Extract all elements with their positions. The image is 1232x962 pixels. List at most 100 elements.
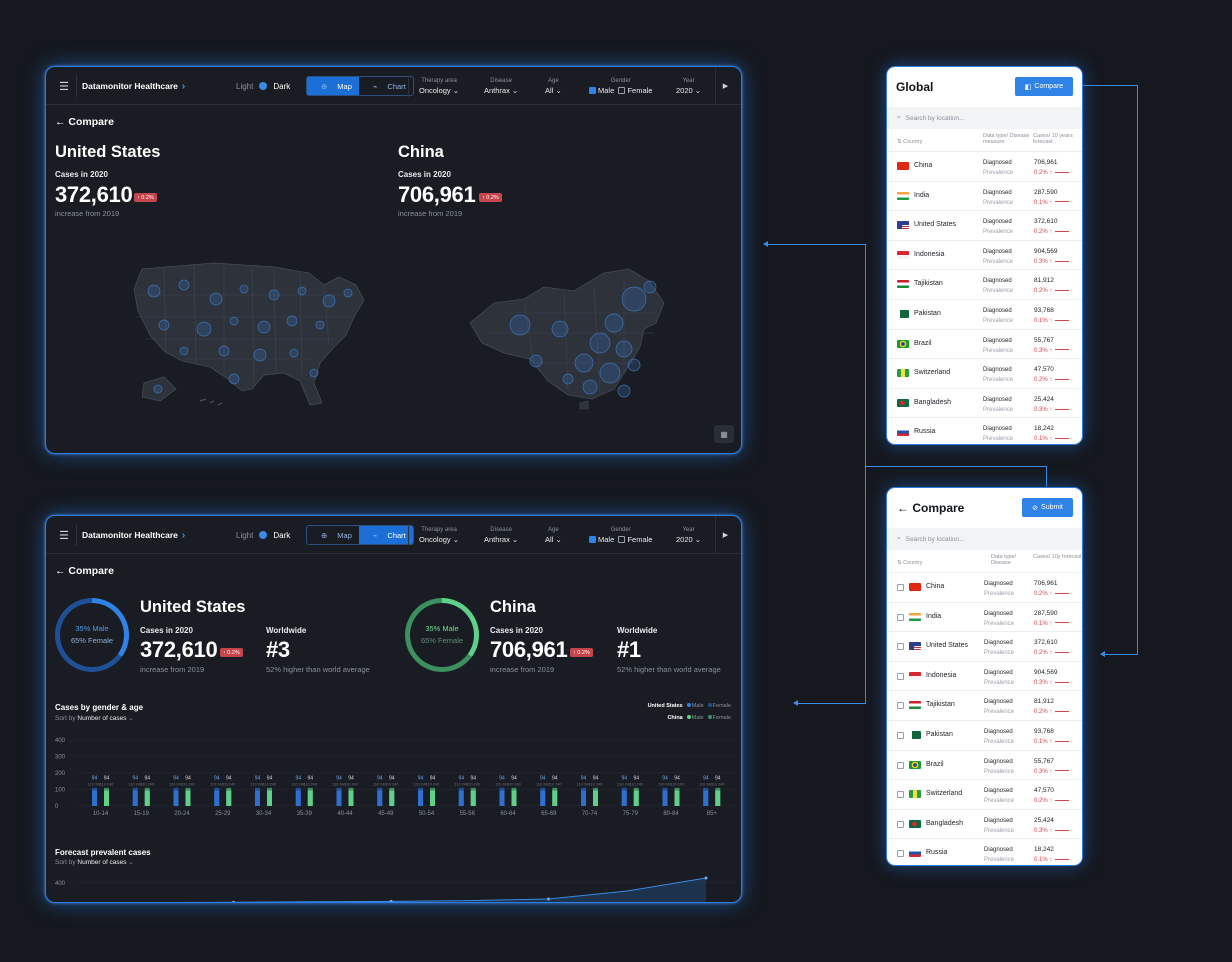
table-view-icon[interactable]: ▦ [714,425,734,443]
us-male-bar [581,790,586,806]
country-row[interactable]: India Diagnosed Prevalence 287,590 0.1% ↑ [887,601,1082,632]
country-row[interactable]: China Diagnosed Prevalence 706,961 0.2% ↑ [887,572,1082,602]
col-cases[interactable]: Cases/ 10 years forecast [1033,133,1082,145]
legend-male: Male [691,703,704,709]
row-checkbox[interactable] [897,791,904,799]
row-checkbox[interactable] [897,643,904,651]
play-icon[interactable]: ▶ [715,67,735,105]
male-checkbox[interactable]: Male [589,535,614,544]
view-map-button[interactable]: ⊕ Map [307,526,359,544]
view-map-button[interactable]: ⊕ Map [307,77,359,95]
forecast-sort-dropdown[interactable]: Sort by Number of cases ⌄ [55,858,134,866]
forecast-pct: 0.2% ↑ [1034,709,1053,716]
year-filter[interactable]: Year 2020 ⌄ [676,522,701,548]
country-row[interactable]: China Diagnosed Prevalence 706,961 0.2% ↑ [887,151,1082,181]
row-checkbox[interactable] [897,584,904,591]
menu-icon[interactable]: ☰ [59,529,69,542]
forecast-point[interactable] [232,900,235,903]
globe-icon: ⊕ [321,81,328,91]
row-checkbox[interactable] [897,850,904,858]
therapy-filter[interactable]: Therapy area Oncology ⌄ [419,73,459,99]
sort-dropdown[interactable]: Sort by Number of cases ⌄ [55,714,134,722]
country-row[interactable]: Switzerland Diagnosed Prevalence 47,570 0.2%… [887,779,1082,809]
therapy-value: Oncology [419,534,451,544]
country-row[interactable]: Indonesia Diagnosed Prevalence 904,569 0.3% … [887,239,1082,270]
back-arrow-icon: ← [897,501,909,515]
row-checkbox[interactable] [897,613,904,621]
view-chart-button[interactable]: ⌁ Chart [359,77,413,95]
col-country[interactable]: ⇅ Country [897,560,923,566]
cases-value: 18,242 [1034,846,1054,854]
country-row[interactable]: Brazil Diagnosed Prevalence 55,767 0.3% ↑ [887,749,1082,780]
menu-icon[interactable]: ☰ [59,80,69,93]
x-tick-label: 80-84 [663,811,679,817]
submit-button[interactable]: ⊘ Submit [1022,498,1073,517]
country-row[interactable]: Tajikistan Diagnosed Prevalence 81,912 0.2% … [887,690,1082,720]
country-name: Switzerland [926,790,963,798]
country-name: India [926,612,942,620]
flag-icon [909,583,921,591]
map-label: Map [337,530,352,540]
country-row[interactable]: Pakistan Diagnosed Prevalence 93,768 0.1% ↑ [887,720,1082,750]
country-row[interactable]: Pakistan Diagnosed Prevalence 93,768 0.1% ↑ [887,299,1082,329]
forecast-pct: 0.2% ↑ [1034,798,1053,805]
country-row[interactable]: India Diagnosed Prevalence 287,590 0.1% ↑ [887,180,1082,211]
row-checkbox[interactable] [897,732,904,739]
data-sublabel: 110 240 [455,782,468,786]
breadcrumb[interactable]: ← Compare [55,565,114,577]
disease-filter[interactable]: Disease Anthrax ⌄ [484,522,518,548]
chevron-down-icon: ⌄ [452,534,460,544]
female-checkbox[interactable]: Female [618,86,652,95]
country-row[interactable]: Brazil Diagnosed Prevalence 55,767 0.3% ↑ [887,328,1082,359]
country-row[interactable]: United States Diagnosed Prevalence 372,610 0… [887,631,1082,661]
row-checkbox[interactable] [897,761,904,769]
forecast-pct: 0.1% ↑ [1034,857,1053,864]
col-country[interactable]: ⇅ Country [897,139,923,145]
col-type[interactable]: Data type/ Disease measure [983,133,1037,145]
cn-male-pct: 35% Male [425,624,459,633]
forecast-point[interactable] [389,899,393,903]
country-row[interactable]: Russia Diagnosed Prevalence 18,242 0.1% ↑ [887,838,1082,865]
view-chart-button[interactable]: ⌁ Chart [358,526,413,544]
breadcrumb[interactable]: ← Compare [55,116,114,128]
forecast-point[interactable] [547,897,550,901]
cases-value: 706,961 [1034,580,1058,587]
country-name: Pakistan [926,731,953,738]
female-checkbox[interactable]: Female [618,535,652,544]
age-filter[interactable]: Age All ⌄ [545,73,562,99]
row-checkbox[interactable] [897,672,904,680]
col-type[interactable]: Data type/ Disease [991,554,1035,566]
x-tick-label: 50-54 [419,811,435,817]
compare-button[interactable]: ◧ Compare [1015,77,1073,96]
sort-prefix: Sort by [55,715,76,722]
cn-male-bar [389,790,395,806]
theme-toggle[interactable]: Light Dark [236,516,290,554]
country-row[interactable]: Bangladesh Diagnosed Prevalence 25,424 0.3% … [887,387,1082,418]
brand-logo[interactable]: Datamonitor Healthcare › [82,516,185,554]
search-input[interactable]: ⌕ Search by location... [887,107,1082,129]
country-row[interactable]: United States Diagnosed Prevalence 372,610 0… [887,210,1082,240]
row-checkbox[interactable] [897,820,904,828]
country-row[interactable]: Indonesia Diagnosed Prevalence 904,569 0.3% … [887,660,1082,691]
forecast-point[interactable] [704,876,708,880]
country-row[interactable]: Tajikistan Diagnosed Prevalence 81,912 0.2% … [887,269,1082,299]
us-map[interactable] [124,255,384,415]
theme-toggle[interactable]: Light Dark [236,67,290,105]
col-cases[interactable]: Cases/ 10y forecast [1033,554,1082,560]
flag-icon [897,280,909,289]
year-filter[interactable]: Year 2020 ⌄ [676,73,701,99]
compare-panel-title[interactable]: ← Compare [897,501,964,515]
country-row[interactable]: Russia Diagnosed Prevalence 18,242 0.1% ↑ [887,417,1082,444]
search-input[interactable]: ⌕ Search by location... [887,528,1082,550]
country-row[interactable]: Switzerland Diagnosed Prevalence 47,570 0.2%… [887,358,1082,388]
brand-logo[interactable]: Datamonitor Healthcare › [82,67,185,105]
map-label: Map [337,81,352,91]
play-icon[interactable]: ▶ [715,516,735,554]
disease-filter[interactable]: Disease Anthrax ⌄ [484,73,518,99]
therapy-filter[interactable]: Therapy area Oncology ⌄ [419,522,459,548]
country-row[interactable]: Bangladesh Diagnosed Prevalence 25,424 0.3% … [887,808,1082,839]
male-checkbox[interactable]: Male [589,86,614,95]
china-map[interactable] [464,263,674,413]
row-checkbox[interactable] [897,702,904,710]
age-filter[interactable]: Age All ⌄ [545,522,562,548]
